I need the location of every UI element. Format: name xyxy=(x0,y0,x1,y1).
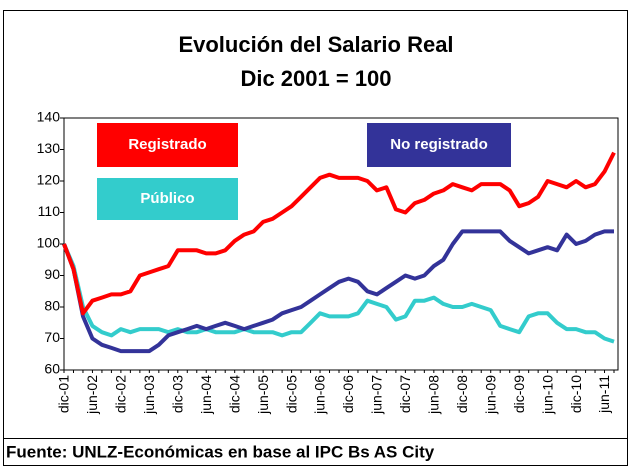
y-tick-label: 130 xyxy=(37,140,61,156)
x-tick-label: jun-06 xyxy=(312,375,328,415)
series-line xyxy=(62,151,616,316)
y-tick-label: 80 xyxy=(44,298,60,314)
legend-label: Público xyxy=(140,190,194,207)
x-tick-label: dic-04 xyxy=(226,375,242,413)
x-tick-label: jun-03 xyxy=(141,375,157,415)
chart-title: Evolución del Salario Real xyxy=(178,32,453,57)
legend-swatch xyxy=(97,178,238,220)
y-tick-label: 90 xyxy=(44,266,60,282)
x-tick-label: jun-08 xyxy=(426,375,442,415)
series-line xyxy=(62,243,615,344)
source-note: Fuente: UNLZ-Económicas en base al IPC B… xyxy=(6,442,435,461)
legend-label: No registrado xyxy=(390,136,488,153)
x-tick-label: dic-03 xyxy=(169,375,185,413)
x-tick-label: dic-08 xyxy=(454,375,470,413)
series-line xyxy=(62,229,614,354)
y-tick-label: 60 xyxy=(44,361,60,377)
chart-subtitle: Dic 2001 = 100 xyxy=(240,66,391,91)
x-tick-label: jun-11 xyxy=(596,375,612,414)
x-tick-label: dic-05 xyxy=(283,375,299,413)
legend-swatch xyxy=(97,123,238,167)
legend-swatch xyxy=(367,123,511,167)
y-tick-label: 140 xyxy=(37,109,61,125)
x-tick-label: dic-07 xyxy=(397,375,413,413)
x-tick-label: dic-09 xyxy=(511,375,527,413)
x-tick-label: jun-09 xyxy=(482,375,498,415)
y-tick-label: 100 xyxy=(37,235,61,251)
x-tick-label: dic-01 xyxy=(56,375,72,413)
legend-label: Registrado xyxy=(128,136,206,153)
x-tick-label: jun-10 xyxy=(539,375,555,415)
x-tick-label: dic-10 xyxy=(568,375,584,413)
x-tick-label: jun-02 xyxy=(84,375,100,415)
x-tick-label: dic-02 xyxy=(113,375,129,413)
x-tick-label: dic-06 xyxy=(340,375,356,413)
x-tick-label: jun-04 xyxy=(198,375,214,415)
y-tick-label: 120 xyxy=(37,172,61,188)
y-tick-label: 70 xyxy=(44,329,60,345)
x-tick-label: jun-07 xyxy=(369,375,385,415)
x-tick-label: jun-05 xyxy=(255,375,271,415)
y-tick-label: 110 xyxy=(38,203,61,219)
